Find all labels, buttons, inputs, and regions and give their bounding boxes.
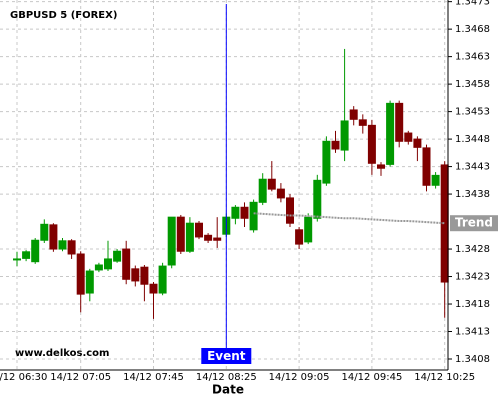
candle-body: [113, 250, 122, 262]
candle-body: [195, 222, 203, 238]
candle-body: [76, 253, 85, 295]
y-tick-label: 1.3453: [455, 107, 490, 118]
candle-body: [395, 102, 404, 142]
x-tick-label: 14/12 07:45: [123, 372, 184, 383]
candle-body: [404, 132, 413, 142]
candle-body: [185, 222, 194, 252]
candle-body: [386, 102, 395, 165]
y-tick-label: 1.3473: [455, 0, 490, 8]
candle-body: [440, 164, 449, 283]
candle-body: [231, 206, 240, 219]
plot: [13, 48, 449, 319]
candle-body: [267, 178, 276, 190]
trend-label: Trend: [455, 216, 493, 230]
trend-line: [253, 212, 445, 225]
y-tick-label: 1.3438: [455, 189, 490, 200]
candle-body: [85, 270, 94, 294]
y-tick-label: 1.3413: [455, 327, 490, 338]
x-tick-label: 14/12 09:45: [341, 372, 402, 383]
candle-body: [240, 206, 249, 219]
x-tick-label: 14/12 10:25: [414, 372, 475, 383]
candle-body: [49, 224, 58, 250]
candle-body: [149, 283, 158, 294]
candle-body: [140, 266, 149, 285]
x-axis-label: Date: [212, 383, 244, 397]
candle-body: [213, 237, 222, 241]
candle-body: [13, 258, 21, 261]
event-label-box: [201, 348, 252, 364]
candle-body: [313, 179, 322, 219]
candle-body: [40, 223, 49, 241]
chart-title: GBPUSD 5 (FOREX): [10, 10, 117, 21]
y-tick-label: 1.3428: [455, 244, 490, 255]
candle-body: [131, 268, 140, 282]
candle-body: [258, 178, 267, 203]
candle-body: [331, 140, 340, 150]
watermark: www.delkos.com: [15, 348, 109, 359]
candle-body: [22, 251, 31, 259]
candle-body: [358, 119, 367, 126]
y-tick-label: 1.3458: [455, 79, 490, 90]
candle-body: [413, 138, 422, 148]
event-label: Event: [207, 349, 246, 363]
candle-body: [349, 109, 358, 120]
y-tick-label: 1.3448: [455, 134, 490, 145]
candle-body: [295, 229, 304, 245]
y-tick-label: 1.3418: [455, 299, 490, 310]
candle-body: [304, 216, 313, 243]
candle-body: [367, 124, 376, 164]
x-tick-label: 14/12 07:05: [50, 372, 111, 383]
candle-body: [422, 147, 431, 186]
y-tick-label: 1.3423: [455, 272, 490, 283]
y-tick-label: 1.3443: [455, 162, 490, 173]
x-tick-label: 14/12 08:25: [196, 372, 257, 383]
candle-body: [94, 264, 103, 271]
candle-body: [322, 140, 331, 184]
x-tick-label: 14/12 09:05: [269, 372, 330, 383]
candle-body: [377, 164, 385, 169]
x-tick-label: 14/12 06:30: [0, 372, 47, 383]
candle-body: [31, 239, 40, 263]
candle-body: [340, 120, 349, 151]
candle-body: [431, 174, 440, 186]
candle-body: [158, 265, 167, 294]
y-tick-label: 1.3463: [455, 52, 490, 63]
y-tick-label: 1.3468: [455, 24, 490, 35]
candle-body: [58, 240, 67, 250]
y-tick-label: 1.3408: [455, 354, 490, 365]
candle-body: [67, 240, 76, 255]
candle-body: [122, 248, 131, 280]
candle-body: [286, 197, 294, 224]
trend-label-box: [450, 215, 498, 232]
candle-body: [276, 188, 285, 199]
candle-body: [204, 234, 213, 241]
candle-body: [176, 216, 185, 252]
candle-body: [167, 216, 176, 266]
candle-body: [249, 201, 258, 231]
candle-body: [104, 258, 112, 270]
